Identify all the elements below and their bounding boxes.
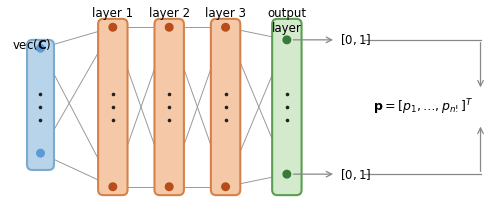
Text: $[0, 1]$: $[0, 1]$ (340, 32, 371, 47)
Text: vec($\mathbf{C}$): vec($\mathbf{C}$) (12, 37, 52, 52)
Text: layer 3: layer 3 (205, 7, 246, 20)
FancyBboxPatch shape (154, 19, 184, 195)
Text: layer 1: layer 1 (92, 7, 134, 20)
Text: $\mathbf{p} = [p_1,\ldots,p_{n!}]^T$: $\mathbf{p} = [p_1,\ldots,p_{n!}]^T$ (372, 97, 473, 117)
Circle shape (166, 183, 173, 190)
FancyBboxPatch shape (27, 40, 54, 170)
Circle shape (166, 24, 173, 31)
Circle shape (222, 24, 230, 31)
Circle shape (36, 149, 44, 157)
Text: $[0, 1]$: $[0, 1]$ (340, 167, 371, 182)
Text: output
layer: output layer (268, 7, 306, 35)
FancyBboxPatch shape (211, 19, 240, 195)
FancyBboxPatch shape (98, 19, 128, 195)
Circle shape (36, 45, 44, 52)
Circle shape (283, 170, 290, 178)
Circle shape (283, 36, 290, 44)
Circle shape (109, 24, 116, 31)
FancyBboxPatch shape (272, 19, 302, 195)
Text: layer 2: layer 2 (148, 7, 190, 20)
Circle shape (109, 183, 116, 190)
Circle shape (222, 183, 230, 190)
